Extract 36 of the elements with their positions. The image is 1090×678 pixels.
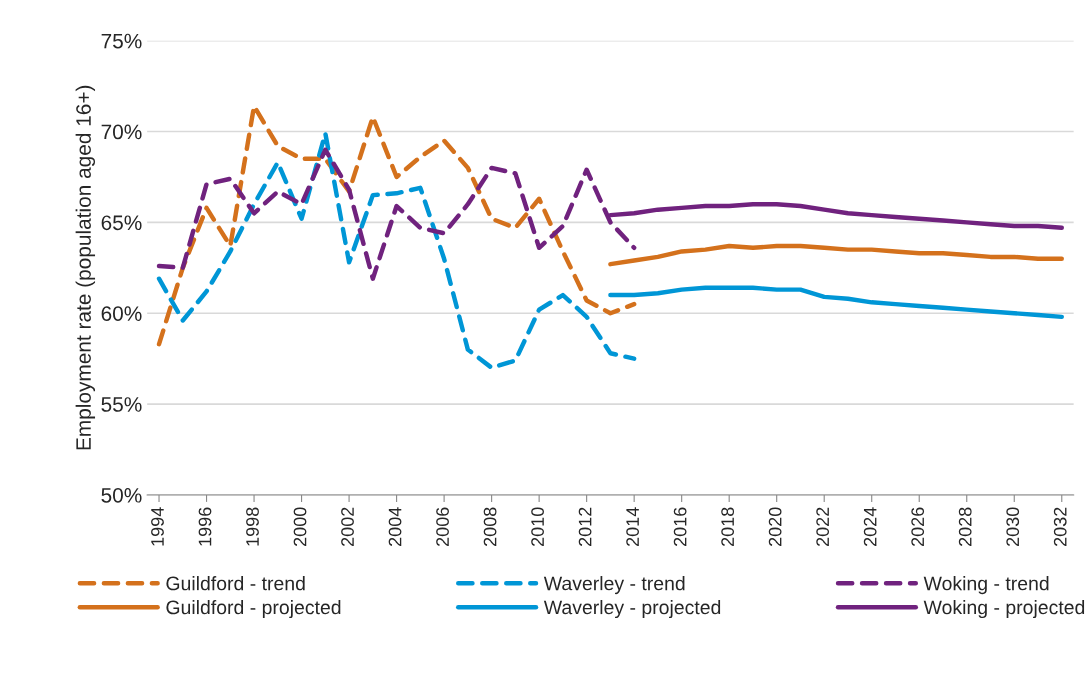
y-tick-label: 55% [101,397,142,412]
x-tick-label: 2014 [626,507,639,546]
x-tick-label: 2026 [911,507,925,546]
line-series [608,285,1064,320]
y-tick-label: 50% [101,487,142,503]
legend-label: Woking - trend [923,576,1049,595]
legend-label: Woking - projected [923,600,1085,619]
y-axis-title: Employment rate (population aged 16+) [75,85,96,450]
x-tick-label: 2012 [578,507,592,546]
x-tick-label: 2008 [483,507,497,546]
x-tick-label: 2024 [863,507,877,546]
y-tick-label: 70% [101,124,142,140]
x-tick-label: 1996 [198,507,212,546]
x-tick-label: 2032 [1053,507,1067,546]
x-tick-label: 2022 [816,507,830,546]
x-tick-label: 2000 [293,507,307,546]
x-tick-label: 2018 [721,507,735,546]
legend-label: Guildford - projected [166,600,341,619]
x-tick-label: 2004 [388,507,402,546]
x-tick-label: 2002 [341,507,354,546]
legend-label: Guildford - trend [166,576,305,591]
x-tick-label: 1998 [246,507,259,546]
line-series [608,243,1064,267]
y-tick-label: 60% [101,306,142,321]
line-series [156,131,637,370]
x-tick-label: 2030 [1006,507,1020,546]
x-tick-label: 2028 [958,507,972,546]
y-tick-label: 75% [101,33,142,49]
x-tick-label: 2006 [436,507,449,546]
legend-label: Waverley - projected [543,600,721,619]
y-tick-label: 65% [101,215,142,231]
x-tick-label: 1994 [151,507,164,546]
x-tick-label: 2020 [768,507,782,546]
legend-label: Waverley - trend [543,576,685,595]
x-tick-label: 2010 [531,507,544,546]
x-tick-label: 2016 [673,507,687,546]
